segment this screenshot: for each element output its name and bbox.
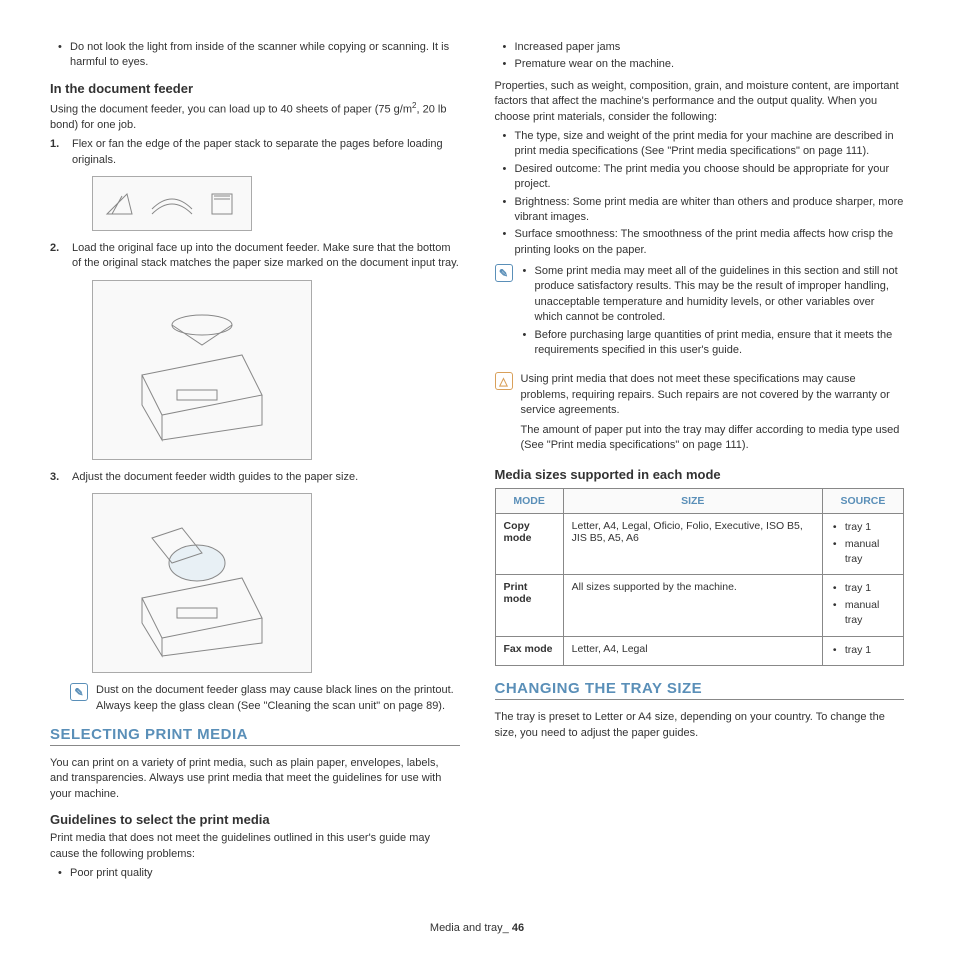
properties-list: The type, size and weight of the print m… (495, 129, 905, 258)
info-icon: ✎ (70, 683, 88, 701)
note-dust: ✎ Dust on the document feeder glass may … (70, 683, 460, 714)
changing-para: The tray is preset to Letter or A4 size,… (495, 710, 905, 741)
list-item: Brightness: Some print media are whiter … (515, 195, 905, 226)
steps-list: 1. Flex or fan the edge of the paper sta… (50, 137, 460, 673)
list-item: Some print media may meet all of the gui… (535, 264, 905, 326)
guidelines-list-2: Increased paper jams Premature wear on t… (495, 40, 905, 73)
list-item: Increased paper jams (515, 40, 905, 55)
list-item: The type, size and weight of the print m… (515, 129, 905, 160)
heading-media-sizes: Media sizes supported in each mode (495, 467, 905, 482)
list-item: Premature wear on the machine. (515, 57, 905, 72)
page-number: 46 (512, 922, 524, 934)
th-source: SOURCE (822, 489, 903, 514)
figure-fan-paper (92, 176, 252, 231)
note-list: Some print media may meet all of the gui… (521, 264, 905, 358)
properties-para: Properties, such as weight, composition,… (495, 79, 905, 125)
select-intro: You can print on a variety of print medi… (50, 756, 460, 802)
left-column: Do not look the light from inside of the… (50, 40, 460, 887)
th-size: SIZE (563, 489, 822, 514)
guidelines-list-1: Poor print quality (50, 866, 460, 881)
list-item: tray 1 (845, 520, 895, 535)
list-item: tray 1 (845, 581, 895, 596)
heading-select-media: SELECTING PRINT MEDIA (50, 726, 460, 746)
heading-feeder: In the document feeder (50, 81, 460, 96)
heading-changing-tray: CHANGING THE TRAY SIZE (495, 680, 905, 700)
step-item: 3. Adjust the document feeder width guid… (72, 470, 460, 673)
page-footer: Media and tray_ 46 (0, 922, 954, 934)
list-item: manual tray (845, 598, 895, 627)
media-sizes-table: MODE SIZE SOURCE Copy mode Letter, A4, L… (495, 488, 905, 666)
info-icon: ✎ (495, 264, 513, 282)
guidelines-intro: Print media that does not meet the guide… (50, 831, 460, 862)
figure-load-original (92, 280, 312, 460)
table-row: Copy mode Letter, A4, Legal, Oficio, Fol… (495, 514, 904, 575)
list-item: Before purchasing large quantities of pr… (535, 328, 905, 359)
page-content: Do not look the light from inside of the… (50, 40, 904, 887)
heading-guidelines: Guidelines to select the print media (50, 812, 460, 827)
list-item: Poor print quality (70, 866, 460, 881)
warning-icon: △ (495, 372, 513, 390)
note-media-info: ✎ Some print media may meet all of the g… (495, 264, 905, 364)
list-item: manual tray (845, 537, 895, 566)
table-header-row: MODE SIZE SOURCE (495, 489, 904, 514)
figure-adjust-guides (92, 493, 312, 673)
right-column: Increased paper jams Premature wear on t… (495, 40, 905, 887)
table-row: Print mode All sizes supported by the ma… (495, 575, 904, 636)
feeder-intro: Using the document feeder, you can load … (50, 100, 460, 133)
list-item: Surface smoothness: The smoothness of th… (515, 227, 905, 258)
step-item: 1. Flex or fan the edge of the paper sta… (72, 137, 460, 231)
table-row: Fax mode Letter, A4, Legal tray 1 (495, 636, 904, 666)
note-media-warn: △ Using print media that does not meet t… (495, 372, 905, 457)
list-item: Do not look the light from inside of the… (70, 40, 460, 71)
warning-list: Do not look the light from inside of the… (50, 40, 460, 71)
list-item: Desired outcome: The print media you cho… (515, 162, 905, 193)
step-item: 2. Load the original face up into the do… (72, 241, 460, 460)
th-mode: MODE (495, 489, 563, 514)
list-item: tray 1 (845, 643, 895, 658)
